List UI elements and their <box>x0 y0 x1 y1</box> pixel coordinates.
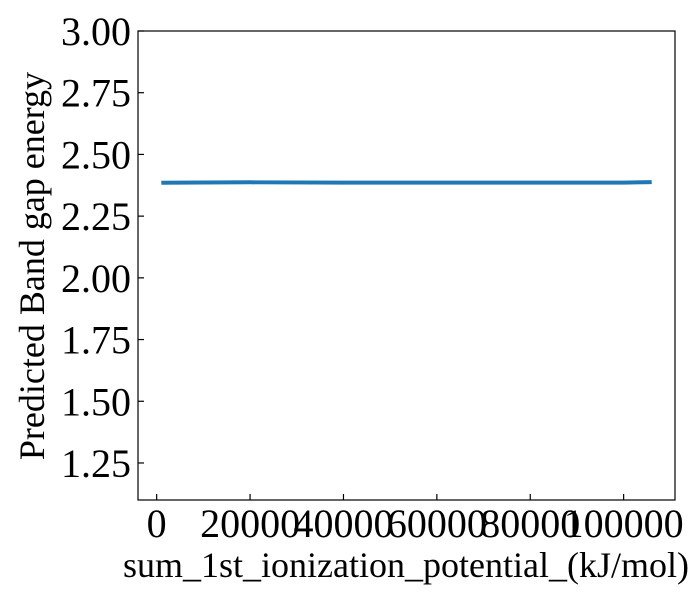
x-tick-label: 0 <box>147 501 167 546</box>
y-tick-label: 2.50 <box>61 132 131 177</box>
y-tick-label: 2.00 <box>61 256 131 301</box>
y-tick-label: 1.50 <box>61 379 131 424</box>
x-tick-label: 80000 <box>480 501 580 546</box>
plot-area <box>138 31 675 500</box>
x-axis-title: sum_1st_ionization_potential_(kJ/mol) <box>123 545 689 585</box>
x-tick-label: 20000 <box>200 501 300 546</box>
series-layer <box>161 180 652 185</box>
x-tick-label: 100000 <box>564 501 684 546</box>
y-tick-label: 1.75 <box>61 318 131 363</box>
y-tick-label: 3.00 <box>61 9 131 54</box>
y-tick-label: 2.25 <box>61 194 131 239</box>
plot-frame <box>137 30 676 501</box>
x-tick-label: 60000 <box>387 501 487 546</box>
y-tick-label: 1.25 <box>61 441 131 486</box>
y-tick-label: 2.75 <box>61 71 131 116</box>
x-tick-label: 40000 <box>293 501 393 546</box>
series-line <box>161 180 652 185</box>
y-axis-title: Predicted Band gap energy <box>12 72 52 460</box>
y-axis-ticks: 1.25 1.50 1.75 2.00 2.25 2.50 2.75 3.00 <box>61 9 144 486</box>
